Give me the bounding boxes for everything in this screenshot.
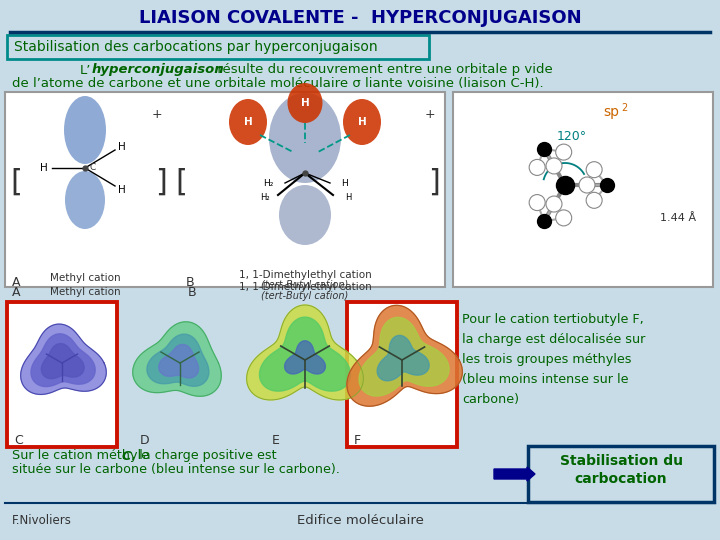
Text: Stabilisation du: Stabilisation du bbox=[559, 454, 683, 468]
Text: +: + bbox=[425, 109, 436, 122]
Text: (bleu moins intense sur le: (bleu moins intense sur le bbox=[462, 374, 629, 387]
Circle shape bbox=[546, 158, 562, 174]
Polygon shape bbox=[21, 324, 107, 394]
Text: H: H bbox=[301, 98, 310, 108]
Text: H: H bbox=[358, 117, 366, 127]
Polygon shape bbox=[132, 322, 221, 396]
Text: , la charge positive est: , la charge positive est bbox=[131, 449, 276, 462]
FancyBboxPatch shape bbox=[7, 35, 429, 59]
Text: 1, 1-Dimethylethyl cation: 1, 1-Dimethylethyl cation bbox=[238, 270, 372, 280]
Text: [: [ bbox=[10, 167, 22, 197]
Text: C: C bbox=[14, 435, 23, 448]
Circle shape bbox=[529, 159, 545, 176]
Text: Methyl cation: Methyl cation bbox=[50, 273, 120, 283]
Circle shape bbox=[546, 196, 562, 212]
Text: 2: 2 bbox=[621, 103, 627, 113]
Text: située sur le carbone (bleu intense sur le carbone).: située sur le carbone (bleu intense sur … bbox=[12, 463, 340, 476]
FancyBboxPatch shape bbox=[7, 302, 117, 447]
Circle shape bbox=[556, 144, 572, 160]
Text: F: F bbox=[354, 435, 361, 448]
Circle shape bbox=[556, 210, 572, 226]
Text: E: E bbox=[272, 435, 280, 448]
Text: résulte du recouvrement entre une orbitale p vide: résulte du recouvrement entre une orbita… bbox=[213, 64, 553, 77]
Text: hyperconjugaison: hyperconjugaison bbox=[92, 64, 225, 77]
Polygon shape bbox=[347, 305, 462, 406]
Text: H₂: H₂ bbox=[260, 193, 270, 202]
Text: A: A bbox=[12, 275, 20, 288]
Text: ]: ] bbox=[428, 167, 440, 197]
Text: Pour le cation tertiobutyle F,: Pour le cation tertiobutyle F, bbox=[462, 314, 644, 327]
Text: Sur le cation méthyle: Sur le cation méthyle bbox=[12, 449, 153, 462]
Text: B: B bbox=[188, 286, 197, 299]
Polygon shape bbox=[284, 341, 325, 374]
Circle shape bbox=[529, 194, 545, 211]
Text: C: C bbox=[122, 449, 131, 462]
Text: (tert-Butyl cation): (tert-Butyl cation) bbox=[261, 291, 348, 301]
Text: A: A bbox=[12, 286, 20, 299]
Text: 120°: 120° bbox=[557, 130, 587, 143]
Polygon shape bbox=[359, 318, 449, 396]
Text: les trois groupes méthyles: les trois groupes méthyles bbox=[462, 354, 631, 367]
Text: sp: sp bbox=[603, 105, 619, 119]
Ellipse shape bbox=[279, 185, 331, 245]
Text: B: B bbox=[186, 275, 194, 288]
Text: carbocation: carbocation bbox=[575, 472, 667, 486]
Polygon shape bbox=[377, 335, 429, 381]
Text: C: C bbox=[90, 164, 96, 172]
Text: ]: ] bbox=[155, 167, 167, 197]
Text: la charge est délocalisée sur: la charge est délocalisée sur bbox=[462, 334, 645, 347]
Text: Edifice moléculaire: Edifice moléculaire bbox=[297, 514, 423, 526]
Ellipse shape bbox=[229, 99, 267, 145]
Text: H: H bbox=[118, 142, 126, 152]
Polygon shape bbox=[247, 305, 364, 400]
Text: Stabilisation des carbocations par hyperconjugaison: Stabilisation des carbocations par hyper… bbox=[14, 40, 377, 54]
Ellipse shape bbox=[287, 83, 323, 123]
Text: D: D bbox=[140, 435, 150, 448]
Polygon shape bbox=[41, 343, 84, 379]
Text: Methyl cation: Methyl cation bbox=[50, 287, 120, 297]
Text: H: H bbox=[345, 193, 351, 202]
FancyBboxPatch shape bbox=[528, 446, 714, 502]
Ellipse shape bbox=[65, 171, 105, 229]
Text: H₂: H₂ bbox=[263, 179, 273, 187]
Polygon shape bbox=[147, 334, 209, 386]
Text: 1.44 Å: 1.44 Å bbox=[660, 213, 696, 223]
Text: de l’atome de carbone et une orbitale moléculaire σ liante voisine (liaison C-H): de l’atome de carbone et une orbitale mo… bbox=[12, 77, 544, 90]
Polygon shape bbox=[259, 317, 351, 391]
Text: L’: L’ bbox=[80, 64, 91, 77]
Text: (tert-Butyl cation): (tert-Butyl cation) bbox=[261, 280, 348, 290]
FancyBboxPatch shape bbox=[5, 92, 445, 287]
Text: LIAISON COVALENTE -  HYPERCONJUGAISON: LIAISON COVALENTE - HYPERCONJUGAISON bbox=[139, 9, 581, 27]
Circle shape bbox=[586, 192, 602, 208]
Polygon shape bbox=[158, 345, 199, 378]
FancyBboxPatch shape bbox=[347, 302, 457, 447]
FancyArrow shape bbox=[494, 467, 535, 481]
Polygon shape bbox=[31, 334, 95, 387]
Text: H: H bbox=[40, 163, 48, 173]
Text: H: H bbox=[341, 179, 347, 187]
Text: carbone): carbone) bbox=[462, 394, 519, 407]
Circle shape bbox=[586, 161, 602, 178]
Ellipse shape bbox=[269, 93, 341, 183]
Text: H: H bbox=[243, 117, 253, 127]
FancyBboxPatch shape bbox=[453, 92, 713, 287]
Circle shape bbox=[579, 177, 595, 193]
Text: [: [ bbox=[175, 167, 187, 197]
Text: 1, 1-Dimethylethyl cation: 1, 1-Dimethylethyl cation bbox=[238, 282, 372, 292]
Ellipse shape bbox=[64, 96, 106, 164]
Text: +: + bbox=[152, 109, 163, 122]
Text: F.Nivoliers: F.Nivoliers bbox=[12, 514, 72, 526]
Ellipse shape bbox=[343, 99, 381, 145]
Text: H: H bbox=[118, 185, 126, 195]
